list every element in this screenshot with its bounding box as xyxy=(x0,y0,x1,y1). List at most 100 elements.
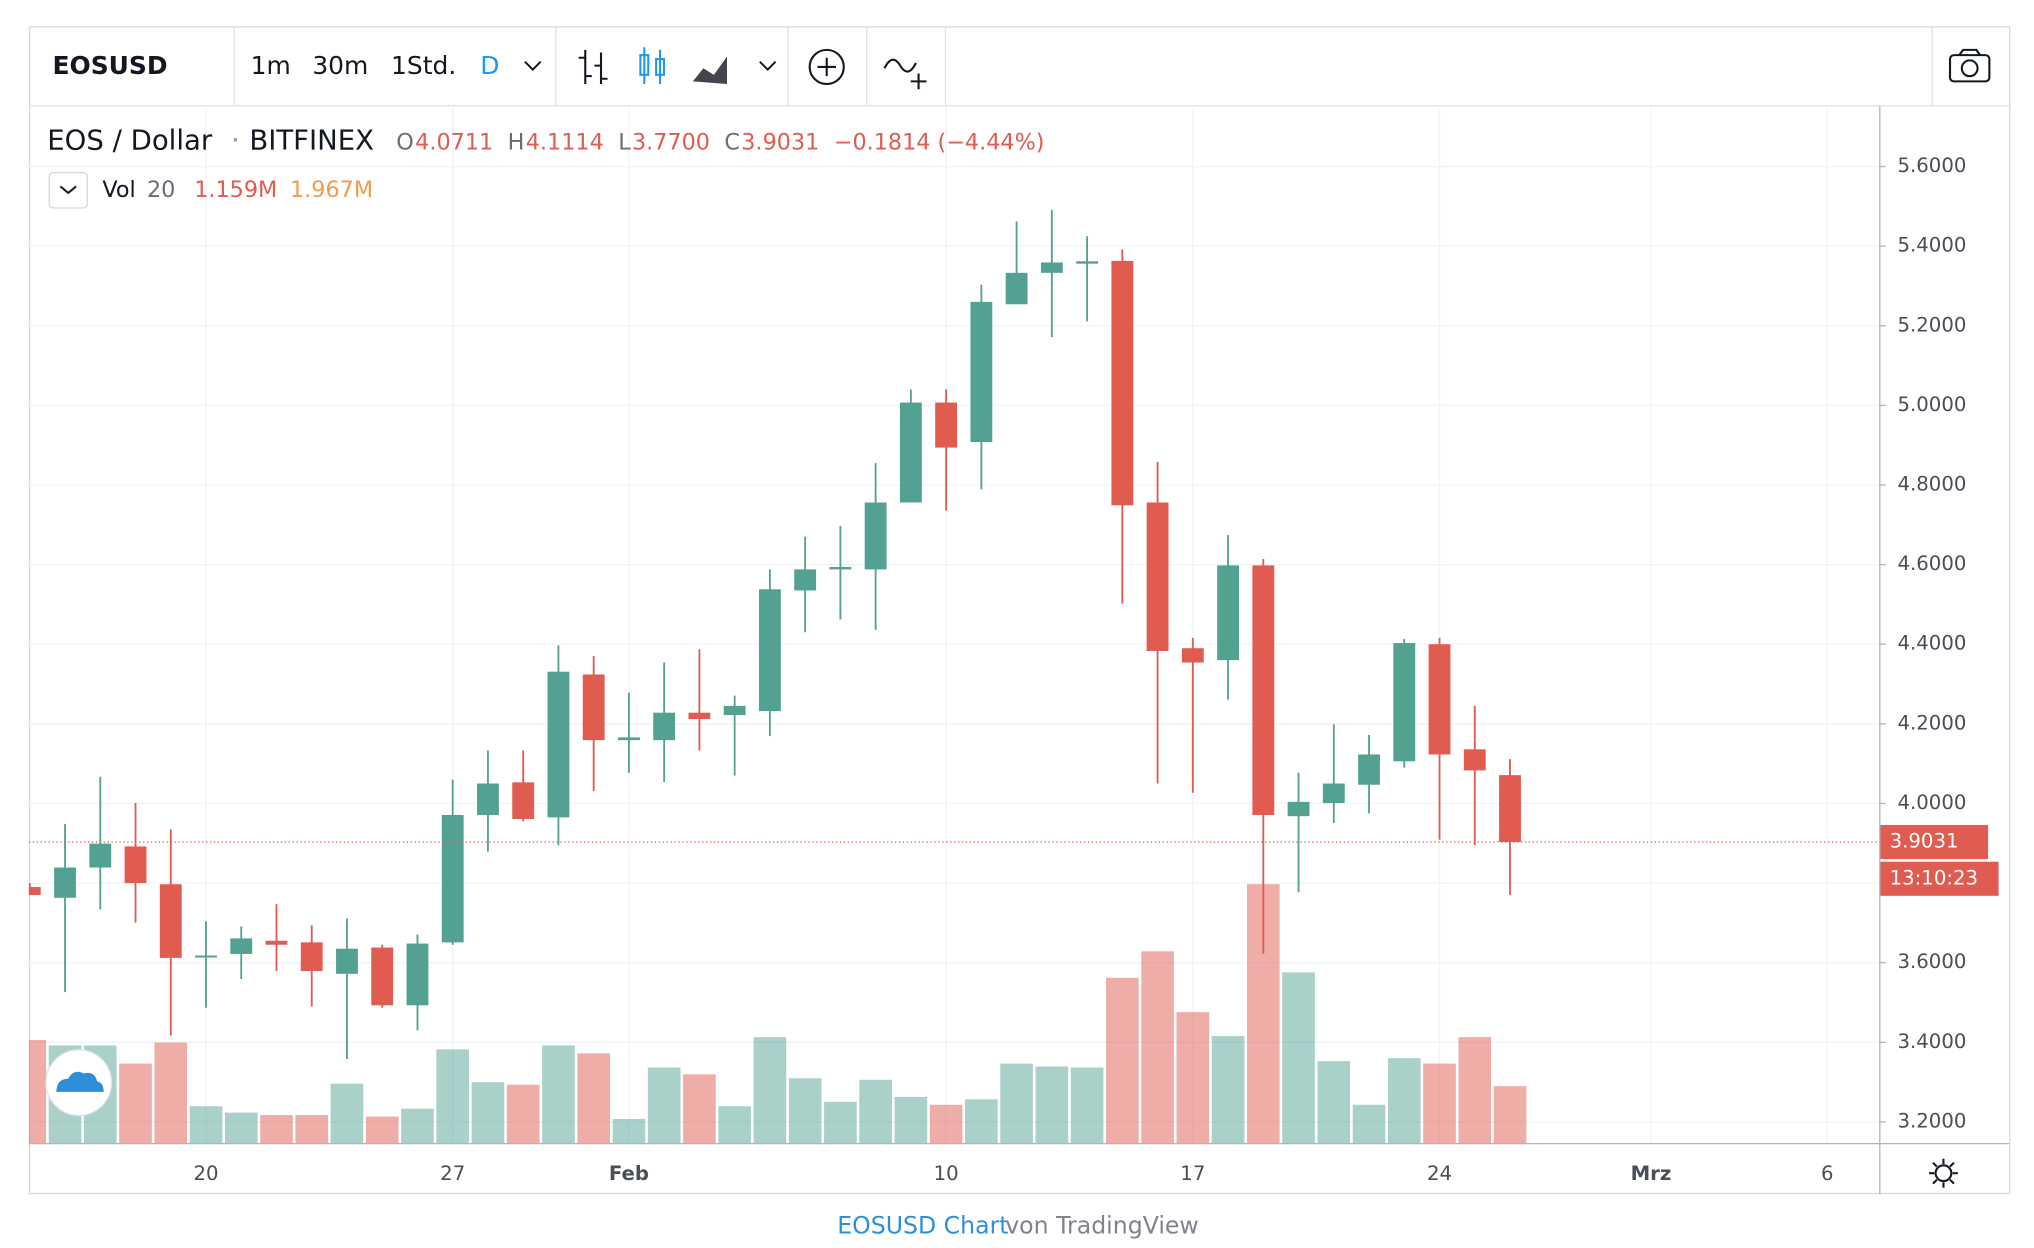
logo[interactable] xyxy=(45,1049,113,1117)
volume-bar xyxy=(154,1042,188,1143)
y-tick-label: 4.8000 xyxy=(1898,472,1967,495)
x-tick-label: 10 xyxy=(934,1162,959,1185)
interval[interactable]: 1Std. xyxy=(391,51,456,80)
y-tick-label: 4.4000 xyxy=(1898,632,1967,655)
last-price-label: 3.9031 xyxy=(1890,830,1959,853)
candle-body xyxy=(265,940,288,945)
candle-body xyxy=(406,943,429,1006)
ohlc-key: C xyxy=(724,130,740,156)
volume-bar xyxy=(894,1096,928,1143)
y-tick-label: 5.2000 xyxy=(1898,313,1967,336)
volume-bar xyxy=(753,1037,787,1143)
candle-body xyxy=(195,955,217,958)
volume-bar xyxy=(506,1084,540,1143)
candle-body xyxy=(794,569,817,591)
ohlc-key: L xyxy=(618,130,631,156)
ohlc-value: 4.0711 xyxy=(415,130,493,156)
volume-bar xyxy=(1493,1086,1527,1143)
volume-bar xyxy=(1176,1012,1210,1143)
x-tick-label: Mrz xyxy=(1631,1162,1672,1185)
collapse-icon[interactable] xyxy=(59,185,77,195)
add-icon[interactable] xyxy=(808,48,845,86)
bar-style-icon[interactable] xyxy=(578,49,608,85)
candle-body xyxy=(1040,262,1063,273)
volume-bar xyxy=(1211,1036,1245,1143)
candle-body xyxy=(1463,749,1486,771)
volume-bar xyxy=(1423,1063,1456,1143)
volume-bar xyxy=(1282,972,1315,1143)
volume-bar xyxy=(647,1067,681,1143)
volume-bar xyxy=(788,1078,822,1143)
candle-body xyxy=(723,705,746,716)
candle-body xyxy=(1076,261,1099,264)
candle-body xyxy=(582,674,605,741)
ohlc-key: O xyxy=(396,130,414,156)
volume-bar xyxy=(1070,1067,1104,1143)
candle-body xyxy=(829,566,852,570)
volume-bar xyxy=(965,1099,998,1143)
candle-body xyxy=(89,843,112,868)
candle-layer xyxy=(28,209,1521,1060)
candle-body xyxy=(618,737,640,741)
volume-bar xyxy=(260,1115,293,1143)
camera-icon[interactable] xyxy=(1948,48,1991,83)
ohlc-key: H xyxy=(508,130,525,156)
volume-bar xyxy=(365,1116,399,1143)
volume-bar xyxy=(436,1049,470,1143)
volume-bar xyxy=(824,1101,857,1143)
candle-body xyxy=(124,846,147,884)
volume-average: 1.967M xyxy=(290,177,373,203)
collapse-button[interactable] xyxy=(48,171,88,209)
volume-bar xyxy=(1317,1061,1351,1143)
y-tick-label: 4.0000 xyxy=(1898,791,1967,814)
volume-bar xyxy=(718,1106,751,1143)
footer-link[interactable]: EOSUSD Chart xyxy=(837,1211,1008,1239)
candle-body xyxy=(1322,783,1345,804)
indicator-icon[interactable] xyxy=(883,58,927,90)
candle-body xyxy=(28,887,41,896)
area-style-icon[interactable] xyxy=(692,56,727,85)
candle-body xyxy=(1428,644,1451,755)
candle-body xyxy=(758,589,781,712)
candle-body xyxy=(688,712,711,720)
y-tick-label: 3.6000 xyxy=(1898,950,1967,973)
dropdown-icon[interactable] xyxy=(524,61,542,71)
ohlc-value: 3.7700 xyxy=(632,130,710,156)
volume-bar xyxy=(612,1118,646,1143)
volume-bar xyxy=(1106,977,1139,1143)
candle-body xyxy=(1252,565,1275,815)
candle-body xyxy=(970,301,993,443)
candle-body xyxy=(1217,565,1239,661)
volume-last: 1.159M xyxy=(194,177,277,203)
symbol-title: EOS / Dollar xyxy=(47,125,213,157)
dropdown-icon[interactable] xyxy=(759,61,777,71)
candle-body xyxy=(864,502,887,570)
settings-icon[interactable] xyxy=(1929,1158,1958,1188)
candle-body xyxy=(653,712,676,741)
volume-layer xyxy=(28,884,1527,1143)
candle-body xyxy=(935,402,958,448)
interval[interactable]: 1m xyxy=(251,51,291,80)
candle-body xyxy=(1499,775,1521,843)
y-tick-label: 5.6000 xyxy=(1898,154,1967,177)
x-tick-label: 27 xyxy=(440,1162,465,1185)
candle-style-icon[interactable] xyxy=(639,47,666,85)
ohlc-value: 4.1114 xyxy=(526,130,604,156)
symbol[interactable]: EOSUSD xyxy=(52,51,167,80)
candle-body xyxy=(1287,801,1310,817)
volume-bar xyxy=(330,1083,364,1143)
candle-body xyxy=(547,671,570,818)
candle-body xyxy=(230,938,253,954)
interval[interactable]: 30m xyxy=(312,51,368,80)
x-tick-label: Feb xyxy=(609,1162,649,1185)
volume-bar xyxy=(471,1082,505,1143)
candle-body xyxy=(477,783,499,815)
volume-bar xyxy=(1387,1058,1421,1143)
axes: 3.20003.40003.60003.80004.00004.20004.40… xyxy=(28,154,1999,1185)
y-tick-label: 5.0000 xyxy=(1898,393,1967,416)
interval-active[interactable]: D xyxy=(480,51,499,80)
grid xyxy=(28,107,1880,1143)
volume-bar xyxy=(542,1045,575,1143)
exchange: BITFINEX xyxy=(249,125,374,157)
